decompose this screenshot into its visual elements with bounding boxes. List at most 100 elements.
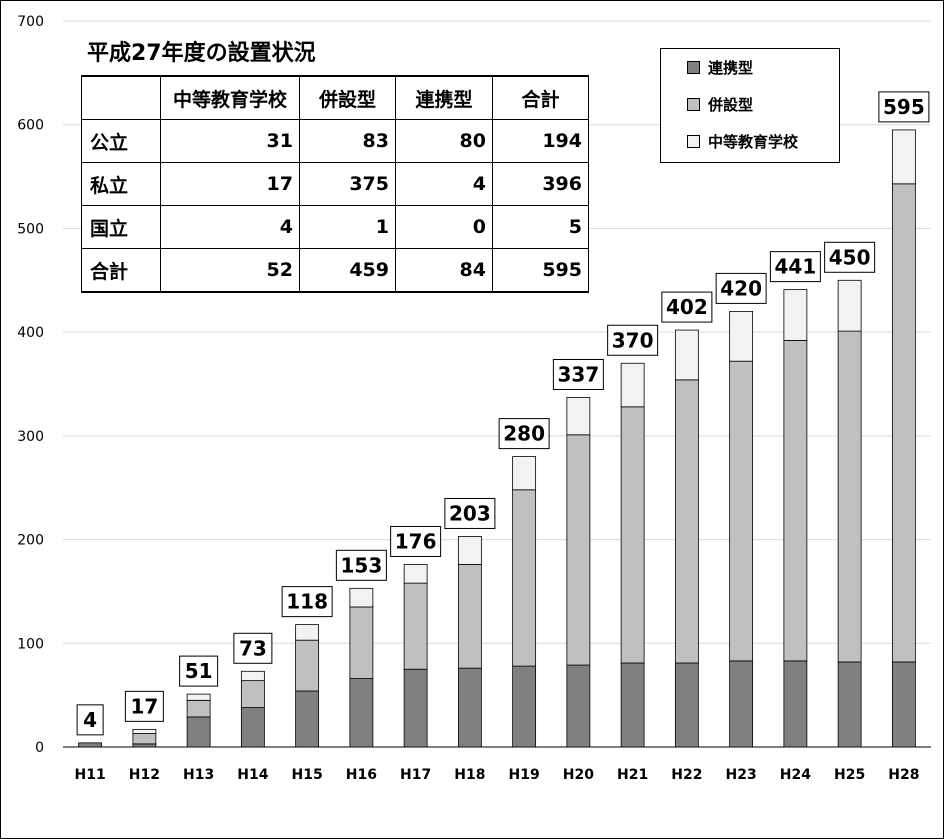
chart-legend: 連携型 併設型 中等教育学校 [660,48,840,163]
bar-segment [837,279,862,332]
total-label-box [715,272,767,304]
total-label: 441 [769,251,821,283]
bar-segment [729,310,754,362]
y-tick-label: 400 [17,325,44,341]
y-tick-label: 200 [17,533,44,549]
total-label: 337 [552,358,604,390]
legend-swatch-renkei [687,60,700,74]
x-tick-label: H20 [563,767,594,783]
bar-segment [132,743,157,748]
bar-segment [674,329,699,381]
bar-segment [186,716,211,748]
total-label: 370 [607,324,659,356]
table-row-label: 公立 [81,119,161,163]
x-tick-label: H23 [726,767,757,783]
table-cell: 4 [160,205,300,249]
total-label-box [444,497,496,529]
x-tick-label: H22 [671,767,702,783]
total-label: 420 [715,272,767,304]
bar-segment [240,707,265,748]
table-cell: 83 [299,119,396,163]
bar-segment [349,606,374,679]
total-label: 4 [76,704,104,736]
total-label-box [124,690,164,722]
total-label: 17 [124,690,164,722]
bar-segment [783,660,808,748]
table-row-label: 合計 [81,248,161,293]
x-tick-label: H25 [834,767,865,783]
total-label-box [661,291,713,323]
table-cell: 459 [299,248,396,293]
table-cell: 31 [160,119,300,163]
table-cell: 4 [395,162,493,206]
y-tick-label: 100 [17,636,44,652]
total-label-box [281,586,333,618]
total-label-box [769,251,821,283]
total-label-box [233,632,273,664]
table-cell: 84 [395,248,493,293]
bar-segment [186,699,211,718]
bar-segment [783,340,808,662]
bar-segment [349,678,374,748]
total-label-text: 441 [775,255,817,279]
bar-segment [891,183,916,663]
bar-segment [783,289,808,341]
total-label: 450 [824,241,876,273]
legend-item: 併設型 [687,94,753,114]
table-cell: 396 [492,162,589,206]
table-row-label: 私立 [81,162,161,206]
table-header-cell [81,75,161,120]
table-cell: 52 [160,248,300,293]
total-label-box [335,549,387,581]
total-label: 280 [498,418,550,450]
bar-segment [457,564,482,669]
table-row: 合計 52 459 84 595 [81,248,589,293]
total-label: 73 [233,632,273,664]
bar-segment [78,742,103,748]
x-tick-label: H12 [129,767,160,783]
x-tick-label: H11 [75,767,106,783]
table-row: 国立 4 1 0 5 [81,205,589,249]
bar-segment [295,624,320,641]
bar-segment [240,680,265,708]
x-tick-label: H19 [509,767,540,783]
total-label-text: 4 [83,708,97,732]
total-label-text: 176 [395,529,437,553]
table-row-label: 国立 [81,205,161,249]
x-tick-label: H15 [292,767,323,783]
table-header-cell: 中等教育学校 [160,75,300,120]
bar-segment [674,379,699,664]
bar-segment [620,406,645,664]
y-tick-label: 500 [17,221,44,237]
bar-segment [295,690,320,748]
legend-swatch-chuto [687,134,700,148]
table-cell: 595 [492,248,589,293]
total-label: 402 [661,291,713,323]
legend-item: 連携型 [687,57,753,77]
bar-segment [295,639,320,692]
total-label-text: 370 [612,328,654,352]
total-label-text: 450 [829,245,871,269]
legend-item: 中等教育学校 [687,131,798,151]
bar-stacks [78,129,916,748]
total-label-box [76,704,104,736]
total-label-text: 118 [286,590,328,614]
legend-label: 併設型 [708,95,754,114]
total-label-box [390,525,442,557]
bar-segment [566,397,591,436]
bar-segment [403,668,428,748]
y-axis-ticks: 0 100 200 300 400 500 600 700 [17,14,44,756]
table-header-cell: 併設型 [299,75,396,120]
x-tick-label: H24 [780,767,811,783]
total-label-text: 337 [558,362,600,386]
bar-segment [620,662,645,748]
total-label-box [878,91,930,123]
legend-label: 連携型 [708,58,754,77]
table-row: 公立 31 83 80 194 [81,119,589,163]
total-label-box [179,655,219,687]
x-tick-label: H16 [346,767,377,783]
bar-segment [837,661,862,748]
table-cell: 5 [492,205,589,249]
